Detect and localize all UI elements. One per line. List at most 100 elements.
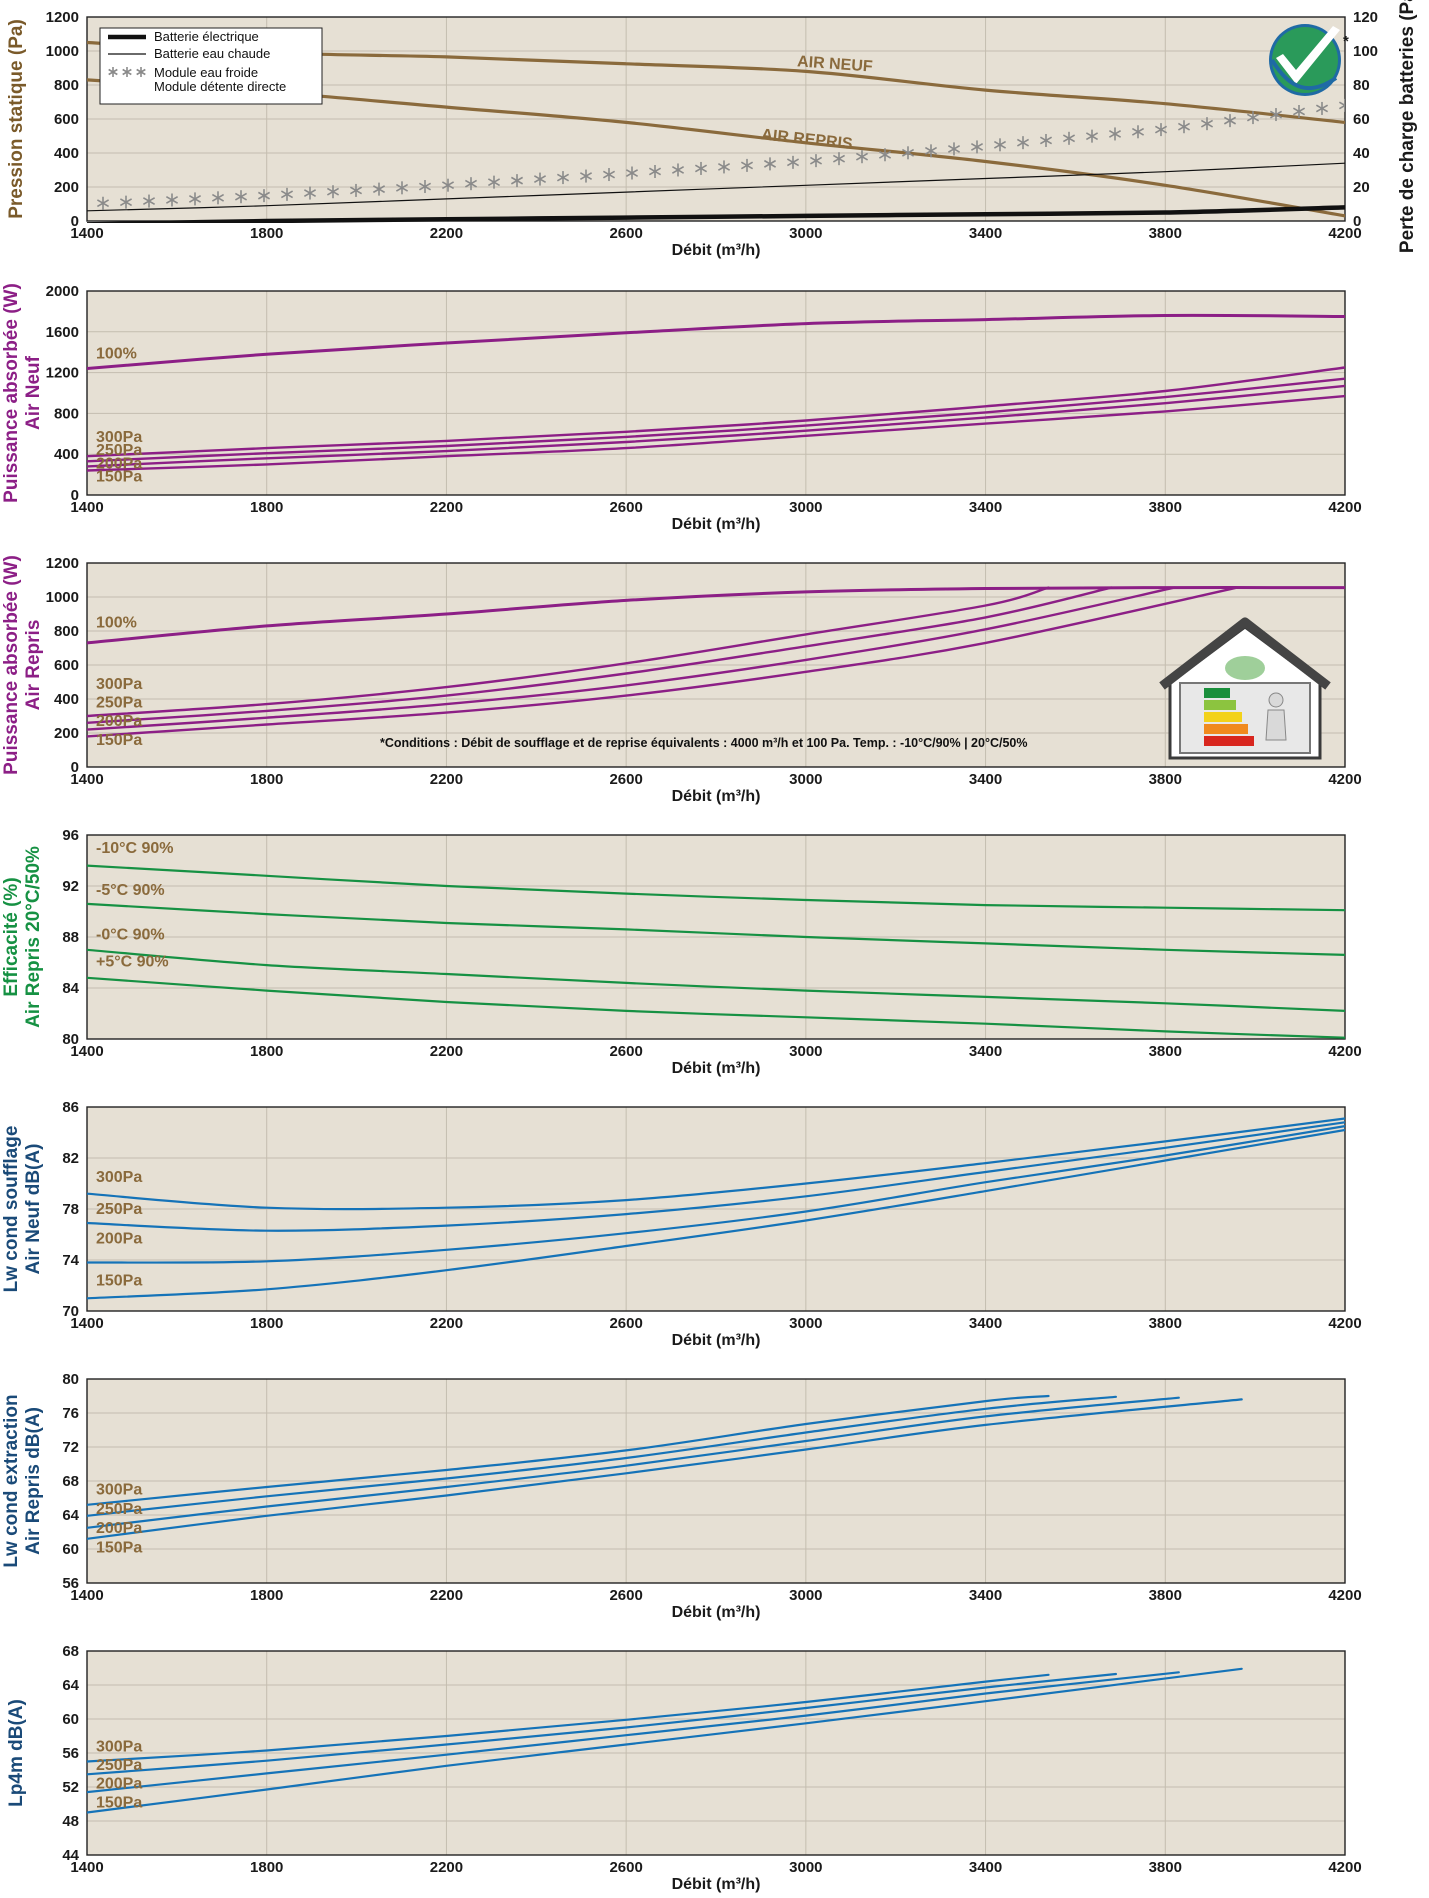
y-axis-title: Puissance absorbée (W) [1, 283, 22, 503]
x-axis-title: Débit (m³/h) [672, 1876, 761, 1893]
x-tick-label: 2600 [609, 1859, 642, 1876]
series-label: 300Pa [96, 1738, 142, 1755]
chart-panel-1: 1400 1800 2200 2600 3000 3400 3800 420002004006… [6, 0, 1418, 259]
x-tick-label: 3000 [789, 225, 822, 242]
series-label: +5°C 90% [96, 953, 169, 970]
y-tick-label: 84 [62, 980, 79, 997]
y-right-tick-label: 100 [1353, 43, 1378, 60]
legend-label: Batterie eau chaude [154, 46, 270, 61]
x-tick-label: 1800 [250, 1587, 283, 1604]
series-label: 150Pa [96, 732, 142, 749]
y-tick-label: 48 [62, 1813, 79, 1830]
series-label: 150Pa [96, 1539, 142, 1556]
x-tick-label: 1800 [250, 771, 283, 788]
x-tick-label: 3400 [969, 1043, 1002, 1060]
x-tick-label: 3000 [789, 771, 822, 788]
x-tick-label: 1800 [250, 499, 283, 516]
series-label: -5°C 90% [96, 882, 165, 899]
legend-label: Module détente directe [154, 79, 286, 94]
series-label: 250Pa [96, 1757, 142, 1774]
series-label: -0°C 90% [96, 927, 165, 944]
x-tick-label: 4200 [1328, 499, 1361, 516]
x-tick-label: 4200 [1328, 1587, 1361, 1604]
y-tick-label: 60 [62, 1541, 79, 1558]
y-tick-label: 0 [71, 759, 79, 776]
x-tick-label: 2200 [430, 1587, 463, 1604]
x-tick-label: 2600 [609, 499, 642, 516]
chart-panel-4: 1400 1800 2200 2600 3000 3400 3800 4200 80 84 88 92… [1, 827, 1362, 1077]
y-tick-label: 1000 [46, 589, 79, 606]
x-tick-label: 2600 [609, 1587, 642, 1604]
x-tick-label: 2200 [430, 499, 463, 516]
y-axis-title: Air Repris [23, 620, 44, 711]
series-label: 300Pa [96, 1482, 142, 1499]
y-tick-label: 0 [71, 487, 79, 504]
y-tick-label: 78 [62, 1201, 79, 1218]
x-tick-label: 3000 [789, 1587, 822, 1604]
y-tick-label: 800 [54, 623, 79, 640]
y-tick-label: 70 [62, 1303, 79, 1320]
series-label: 200Pa [96, 713, 142, 730]
asterisk-mark: * [1343, 33, 1349, 50]
y-tick-label: 800 [54, 77, 79, 94]
conditions-note: *Conditions : Débit de soufflage et de r… [380, 736, 1027, 750]
x-tick-label: 4200 [1328, 771, 1361, 788]
y-tick-label: 0 [71, 213, 79, 230]
x-tick-label: 3800 [1149, 1043, 1182, 1060]
y-right-tick-label: 60 [1353, 111, 1370, 128]
series-label: 100% [96, 345, 137, 362]
chart-panel-2: 1400 1800 2200 2600 3000 3400 3800 4200 0 400 800 1… [1, 283, 1362, 533]
x-tick-label: 3400 [969, 1587, 1002, 1604]
y-tick-label: 56 [62, 1745, 79, 1762]
x-tick-label: 3000 [789, 1043, 822, 1060]
x-tick-label: 2200 [430, 771, 463, 788]
x-tick-label: 2600 [609, 1043, 642, 1060]
y-right-tick-label: 120 [1353, 9, 1378, 26]
x-tick-label: 3400 [969, 1315, 1002, 1332]
x-tick-label: 2200 [430, 1315, 463, 1332]
y-tick-label: 400 [54, 691, 79, 708]
y-tick-label: 72 [62, 1439, 79, 1456]
x-tick-label: 2600 [609, 771, 642, 788]
x-tick-label: 3000 [789, 499, 822, 516]
x-tick-label: 3400 [969, 225, 1002, 242]
y-tick-label: 600 [54, 111, 79, 128]
y-axis-title: Puissance absorbée (W) [1, 555, 22, 775]
x-tick-label: 1800 [250, 1043, 283, 1060]
y-tick-label: 92 [62, 878, 79, 895]
x-tick-label: 1800 [250, 1315, 283, 1332]
y-axis-title: Lw cond extraction [1, 1394, 22, 1567]
y-axis-title: Air Neuf dB(A) [23, 1144, 44, 1275]
energy-bar [1204, 736, 1254, 746]
x-tick-label: 4200 [1328, 1315, 1361, 1332]
y-tick-label: 1200 [46, 365, 79, 382]
x-tick-label: 2200 [430, 225, 463, 242]
series-label: 250Pa [96, 1201, 142, 1218]
y-tick-label: 200 [54, 725, 79, 742]
legend-label: Module eau froide [154, 65, 258, 80]
x-tick-label: 3000 [789, 1315, 822, 1332]
y-tick-label: 68 [62, 1473, 79, 1490]
series-label: 100% [96, 615, 137, 632]
x-tick-label: 4200 [1328, 1859, 1361, 1876]
x-tick-label: 3000 [789, 1859, 822, 1876]
x-tick-label: 2600 [609, 225, 642, 242]
y-axis-title: Air Repris 20°C/50% [23, 846, 44, 1028]
energy-bar [1204, 724, 1248, 734]
y-tick-label: 68 [62, 1643, 79, 1660]
y-right-tick-label: 20 [1353, 179, 1370, 196]
y-tick-label: 600 [54, 657, 79, 674]
y-tick-label: 200 [54, 179, 79, 196]
y-tick-label: 800 [54, 405, 79, 422]
y-right-tick-label: 40 [1353, 145, 1370, 162]
x-tick-label: 1800 [250, 225, 283, 242]
y-tick-label: 64 [62, 1677, 79, 1694]
x-axis-title: Débit (m³/h) [672, 242, 761, 259]
y-tick-label: 96 [62, 827, 79, 844]
y-tick-label: 2000 [46, 283, 79, 300]
x-axis-title: Débit (m³/h) [672, 516, 761, 533]
x-tick-label: 3800 [1149, 771, 1182, 788]
y-tick-label: 88 [62, 929, 79, 946]
y-tick-label: 74 [62, 1252, 79, 1269]
